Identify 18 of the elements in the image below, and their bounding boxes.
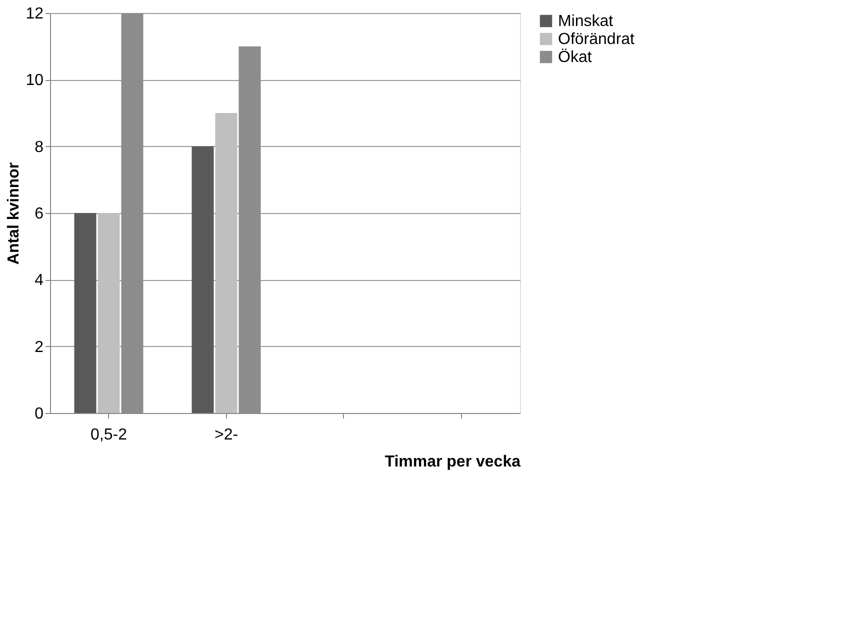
x-tick-label: >2- bbox=[214, 426, 238, 444]
y-tick-label: 8 bbox=[34, 138, 44, 156]
y-tick-label: 0 bbox=[34, 406, 44, 422]
y-tick-label: 2 bbox=[34, 338, 44, 356]
legend-label: Minskat bbox=[558, 13, 614, 30]
y-tick-label: 12 bbox=[26, 6, 44, 22]
y-tick-label: 4 bbox=[34, 272, 44, 290]
y-tick-label: 6 bbox=[34, 206, 44, 222]
x-tick-label: 0,5-2 bbox=[90, 426, 128, 444]
bar bbox=[192, 146, 214, 413]
legend-label: Oförändrat bbox=[558, 31, 636, 48]
y-axis-title: Antal kvinnor bbox=[6, 162, 23, 265]
y-tick-label: 10 bbox=[26, 72, 44, 90]
x-axis-title: Timmar per vecka bbox=[384, 454, 521, 470]
bar bbox=[74, 213, 96, 413]
legend-label: Ökat bbox=[558, 48, 592, 66]
bar bbox=[215, 113, 238, 413]
bar bbox=[98, 213, 120, 413]
